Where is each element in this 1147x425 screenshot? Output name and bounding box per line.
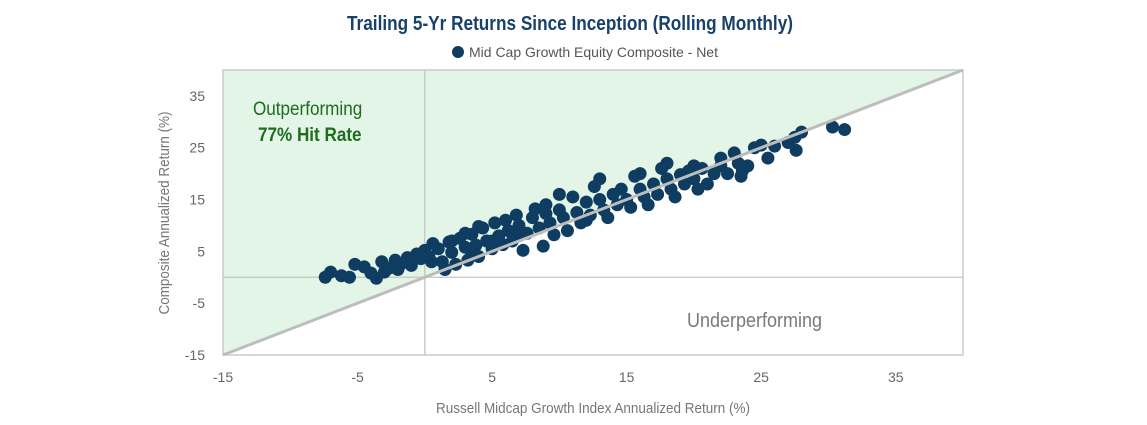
- data-point: [825, 120, 839, 134]
- data-point: [651, 187, 665, 201]
- data-point: [700, 177, 714, 191]
- data-point: [556, 211, 570, 225]
- data-point: [445, 245, 459, 259]
- data-point: [324, 265, 338, 279]
- data-point: [488, 216, 502, 230]
- data-point: [660, 156, 674, 170]
- data-point: [624, 200, 638, 214]
- y-tick-label: -5: [193, 295, 206, 311]
- data-point: [547, 228, 561, 242]
- data-point: [404, 258, 418, 272]
- data-point: [539, 198, 553, 212]
- x-tick-label: 5: [488, 369, 496, 385]
- y-axis-label: Composite Annualized Return (%): [156, 111, 173, 314]
- data-point: [838, 123, 852, 137]
- data-point: [761, 151, 775, 165]
- data-point: [593, 193, 607, 207]
- y-tick-label: 25: [189, 140, 205, 156]
- data-point: [668, 190, 682, 204]
- data-point: [560, 224, 574, 238]
- data-point: [501, 224, 515, 238]
- data-point: [641, 198, 655, 212]
- x-tick-label: 15: [619, 369, 635, 385]
- data-point: [579, 195, 593, 209]
- data-point: [499, 213, 513, 227]
- legend: Mid Cap Growth Equity Composite - Net: [452, 44, 718, 60]
- x-axis-label: Russell Midcap Growth Index Annualized R…: [436, 400, 750, 417]
- data-point: [425, 255, 439, 269]
- data-point: [543, 216, 557, 230]
- data-point: [633, 167, 647, 181]
- y-tick-label: 35: [189, 88, 205, 104]
- data-point: [566, 190, 580, 204]
- data-point: [789, 143, 803, 157]
- data-point: [528, 202, 542, 216]
- plot-frame: [222, 69, 964, 356]
- chart-title: Trailing 5-Yr Returns Since Inception (R…: [347, 12, 793, 35]
- x-tick-label: 35: [888, 369, 904, 385]
- data-point: [601, 211, 615, 225]
- annotation-underperforming: Underperforming: [687, 310, 822, 332]
- data-point: [614, 182, 628, 196]
- data-point: [509, 208, 523, 222]
- data-point: [469, 238, 483, 252]
- data-point: [593, 172, 607, 186]
- reference-line-y-equals-x: [222, 68, 964, 357]
- x-tick-label: -5: [351, 369, 364, 385]
- data-point: [570, 206, 584, 219]
- x-tick-label: 25: [753, 369, 769, 385]
- y-tick-label: -15: [185, 347, 205, 363]
- data-point: [516, 243, 530, 257]
- data-point: [476, 221, 490, 235]
- data-point: [431, 242, 445, 256]
- data-point: [552, 187, 566, 201]
- data-point: [342, 270, 356, 284]
- data-point: [721, 167, 735, 181]
- annotation-hit-rate: 77% Hit Rate: [258, 124, 362, 145]
- data-point: [741, 159, 755, 173]
- annotation-outperforming: Outperforming: [253, 98, 362, 119]
- y-tick-label: 5: [197, 243, 205, 259]
- x-tick-label: -15: [213, 369, 233, 385]
- legend-label: Mid Cap Growth Equity Composite - Net: [469, 44, 718, 60]
- legend-marker: [452, 46, 464, 58]
- y-tick-label: 15: [189, 192, 205, 208]
- data-point: [536, 239, 550, 253]
